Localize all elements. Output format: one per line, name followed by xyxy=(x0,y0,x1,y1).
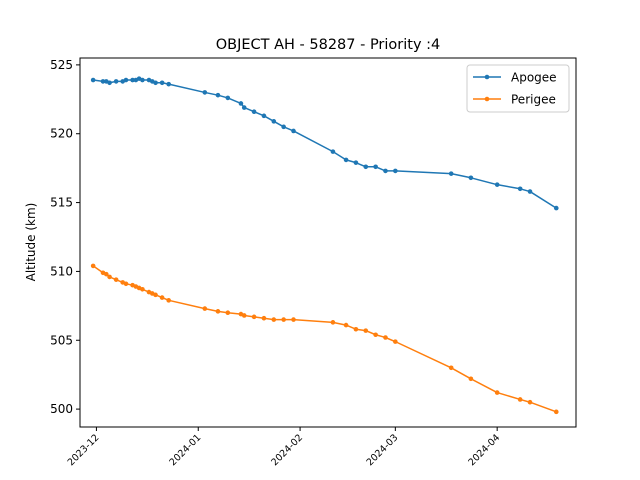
apogee-point xyxy=(363,164,369,170)
apogee-point xyxy=(261,113,267,119)
y-tick-label: 510 xyxy=(50,264,73,278)
series-perigee xyxy=(90,263,559,415)
perigee-point xyxy=(373,332,378,338)
perigee-point xyxy=(90,263,96,269)
perigee-point xyxy=(271,317,277,322)
perigee-point xyxy=(107,274,112,280)
perigee-point xyxy=(468,376,474,382)
apogee-point xyxy=(517,186,523,192)
apogee-point xyxy=(291,128,296,134)
apogee-point xyxy=(373,164,378,170)
perigee-point xyxy=(383,335,388,340)
legend-marker-apogee xyxy=(484,74,490,80)
apogee-point xyxy=(215,92,221,98)
apogee-point xyxy=(448,171,454,176)
perigee-point xyxy=(448,365,454,371)
y-tick-label: 520 xyxy=(50,127,73,141)
chart-title: OBJECT AH - 58287 - Priority :4 xyxy=(216,37,441,53)
apogee-point xyxy=(202,90,208,95)
legend-label-apogee: Apogee xyxy=(511,71,557,85)
series-apogee xyxy=(90,76,559,211)
perigee-point xyxy=(343,322,349,328)
apogee-point xyxy=(494,182,500,187)
apogee-point xyxy=(130,77,135,83)
legend-label-perigee: Perigee xyxy=(511,93,556,107)
perigee-point xyxy=(527,399,533,405)
perigee-point xyxy=(251,314,257,320)
perigee-point xyxy=(113,277,119,282)
perigee-point xyxy=(123,281,129,287)
apogee-point xyxy=(241,105,247,110)
perigee-point xyxy=(330,320,336,325)
apogee-point xyxy=(225,95,231,101)
perigee-point xyxy=(363,328,369,333)
y-tick-label: 500 xyxy=(50,402,73,416)
apogee-point xyxy=(123,77,129,83)
apogee-point xyxy=(330,149,336,154)
perigee-point xyxy=(159,295,165,300)
apogee-point xyxy=(238,101,244,106)
perigee-point xyxy=(261,315,267,321)
perigee-point xyxy=(202,306,208,311)
perigee-point xyxy=(281,317,286,322)
apogee-point xyxy=(153,80,158,86)
apogee-point xyxy=(271,119,277,124)
apogee-point xyxy=(166,81,171,87)
y-axis-label: Altitude (km) xyxy=(24,203,38,282)
apogee-point xyxy=(107,80,112,86)
apogee-point xyxy=(100,79,106,84)
apogee-point xyxy=(159,80,165,86)
perigee-point xyxy=(166,298,171,303)
perigee-point xyxy=(103,271,109,277)
perigee-point xyxy=(215,309,221,314)
perigee-point xyxy=(225,310,231,316)
series-layer xyxy=(90,76,559,415)
apogee-point xyxy=(383,168,388,174)
y-tick-label: 505 xyxy=(50,333,73,347)
plot-frame xyxy=(79,57,577,428)
perigee-point xyxy=(291,317,296,322)
perigee-point xyxy=(153,292,158,298)
apogee-point xyxy=(113,79,119,84)
perigee-point xyxy=(494,390,500,395)
perigee-point xyxy=(553,409,559,415)
perigee-point xyxy=(517,397,523,402)
legend: Apogee Perigee xyxy=(466,64,570,113)
apogee-point xyxy=(90,77,96,83)
perigee-point xyxy=(140,287,145,292)
apogee-point xyxy=(353,160,359,165)
apogee-point xyxy=(527,189,533,194)
apogee-point xyxy=(140,77,145,83)
apogee-point xyxy=(393,168,398,174)
apogee-point xyxy=(281,124,286,130)
apogee-point xyxy=(251,109,257,114)
apogee-point xyxy=(343,157,349,163)
y-tick-label: 515 xyxy=(50,196,73,210)
legend-marker-perigee xyxy=(484,96,490,102)
perigee-point xyxy=(241,313,247,318)
apogee-point xyxy=(553,205,559,211)
apogee-point xyxy=(468,175,474,181)
perigee-point xyxy=(353,326,359,332)
perigee-point xyxy=(393,339,398,344)
y-tick-label: 525 xyxy=(50,58,73,72)
